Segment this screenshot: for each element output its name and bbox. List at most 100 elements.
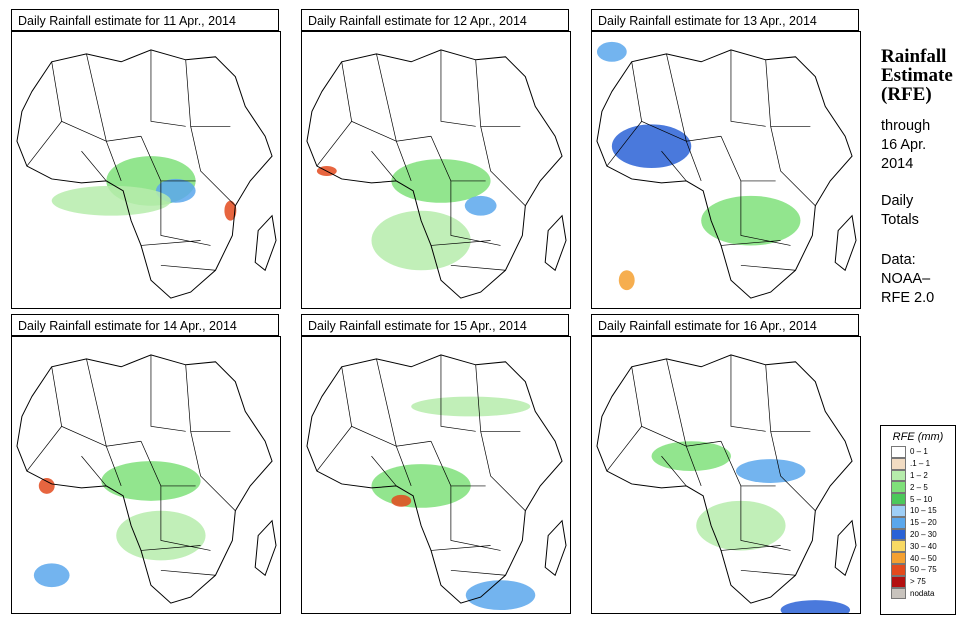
country-border [480,431,526,511]
map-svg [16,354,277,604]
country-border [740,180,791,246]
country-border [160,485,211,551]
coastline [306,354,563,604]
data-source: Data: NOAA– RFE 2.0 [881,251,934,308]
africa-rainfall-map [591,336,861,614]
legend-item: nodata [891,587,955,600]
legend-swatch [891,575,906,588]
africa-rainfall-map [591,31,861,309]
rainfall-area [735,459,806,483]
country-border [721,545,781,551]
legend-swatch [891,446,906,458]
panel-title: Daily Rainfall estimate for 14 Apr., 201… [11,314,279,336]
country-border [185,59,231,127]
country-border [685,446,702,487]
country-border [440,49,476,127]
madagascar-outline [834,519,857,577]
panel-title: Daily Rainfall estimate for 11 Apr., 201… [11,9,279,31]
daily-totals-label: Daily Totals [881,192,919,230]
legend-item: 20 – 30 [891,528,955,541]
rainfall-area [391,494,412,507]
legend-label: .1 – 1 [910,459,931,469]
legend-swatch [891,552,906,564]
legend-item: .1 – 1 [891,457,955,470]
rainfall-area [611,124,692,169]
country-border [730,49,766,127]
rainfall-area [391,159,491,203]
rainfall-area [33,563,70,588]
map-svg [596,41,857,299]
legend-swatch [891,587,906,600]
country-border [395,141,412,182]
madagascar-outline [544,214,567,272]
data-label: Data: [881,252,916,268]
country-border [190,126,236,206]
map-svg [306,49,567,299]
country-border [765,364,811,432]
legend-label: 15 – 20 [910,518,937,528]
legend-swatch [891,504,906,517]
country-border [606,426,642,472]
daily-label: Daily [881,193,914,209]
through-date: through 16 Apr. 2014 [881,117,930,174]
legend-label: 30 – 40 [910,541,937,551]
country-border [631,61,687,142]
country-border [26,426,62,472]
legend-swatch [891,493,906,505]
country-border [666,358,722,447]
coastline [16,49,273,299]
coastline [596,49,853,299]
rainfall-area [465,580,536,611]
legend-label: 2 – 5 [910,482,928,492]
country-border [740,264,796,271]
country-border [440,354,476,432]
rainfall-area [411,396,531,417]
country-border [720,136,776,182]
country-border [395,446,412,487]
rfe-heading: Rainfall Estimate (RFE) [881,47,953,104]
country-border [316,426,352,472]
panel-title: Daily Rainfall estimate for 13 Apr., 201… [591,9,859,31]
country-border [740,485,791,551]
legend-swatch [891,528,906,541]
source-name: NOAA– [881,271,931,287]
legend-label: 5 – 10 [910,494,933,504]
country-border [371,455,397,487]
rfe-panel-13apr: Daily Rainfall estimate for 13 Apr., 201… [591,9,861,309]
country-border [86,358,142,447]
africa-rainfall-map [11,31,281,309]
legend-item: > 75 [891,575,955,588]
country-border [376,53,432,142]
legend-item: 0 – 1 [891,446,955,458]
heading-line: Estimate [881,65,953,86]
panel-title: Daily Rainfall estimate for 16 Apr., 201… [591,314,859,336]
country-border [666,53,722,142]
legend-item: 2 – 5 [891,481,955,494]
legend-swatch [891,481,906,494]
panel-title: Daily Rainfall estimate for 12 Apr., 201… [301,9,569,31]
rainfall-area [651,441,731,472]
country-border [721,240,781,246]
rfe-panel-15apr: Daily Rainfall estimate for 15 Apr., 201… [301,314,571,614]
through-label: through [881,118,931,134]
legend-swatch [891,563,906,576]
rainfall-area [618,270,635,291]
country-border [160,569,216,576]
heading-line: (RFE) [881,84,932,105]
legend-label: 0 – 1 [910,447,928,457]
country-border [450,264,506,271]
legend-item: 5 – 10 [891,493,955,505]
country-border [160,264,216,271]
map-svg [16,49,277,299]
through-year: 2014 [881,156,914,172]
rainfall-area [701,195,801,246]
africa-rainfall-map [301,336,571,614]
rainfall-area [780,600,851,613]
rainfall-area [596,41,627,62]
country-border [770,431,816,511]
country-border [81,150,107,182]
rainfall-area [224,200,237,221]
legend-swatch [891,516,906,529]
madagascar-outline [254,519,277,577]
